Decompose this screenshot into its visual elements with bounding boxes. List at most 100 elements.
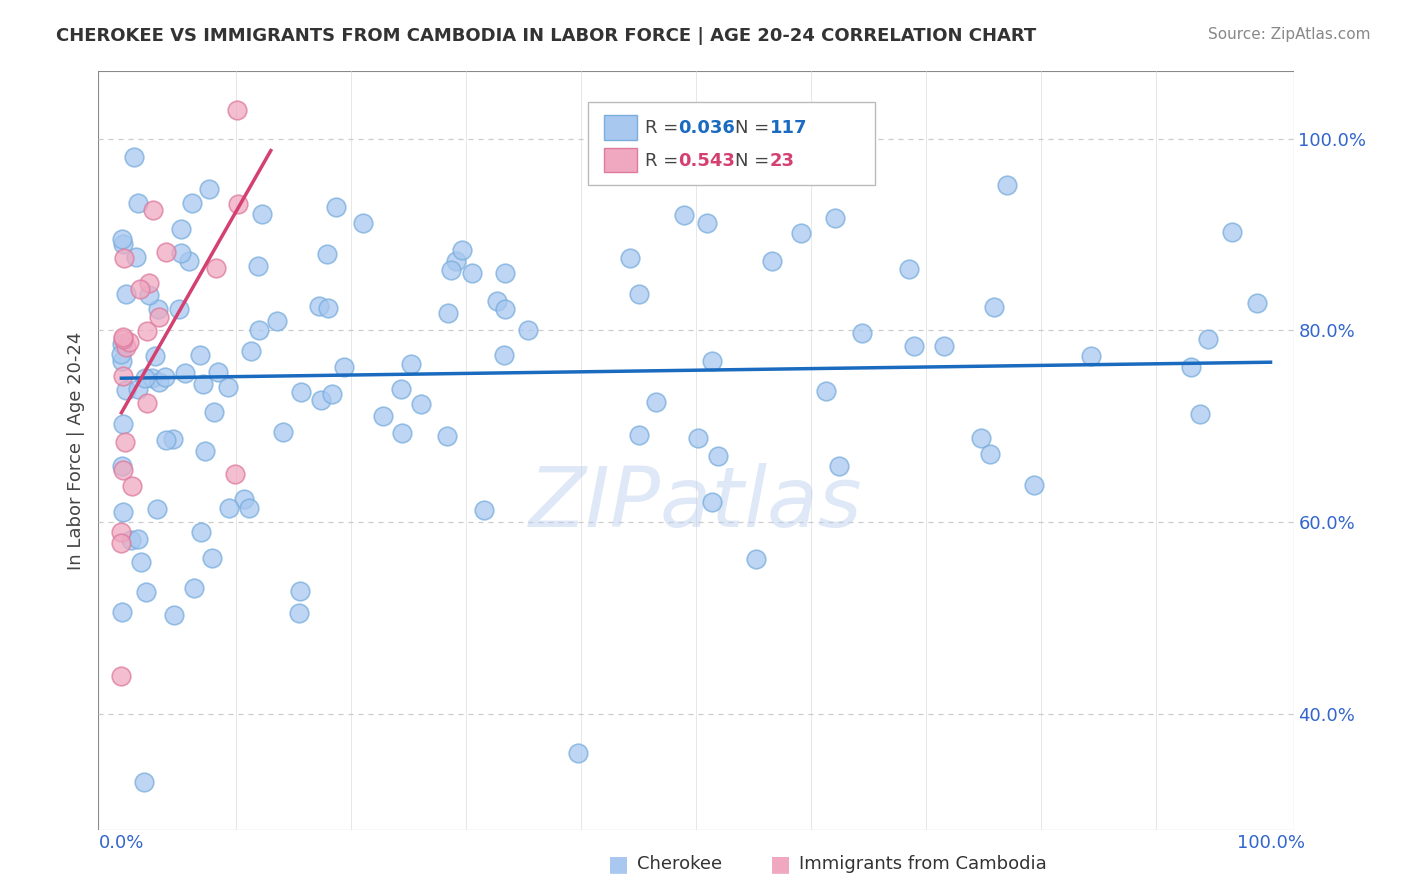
Point bbox=[761, 253, 783, 268]
Point bbox=[1246, 295, 1268, 310]
Point bbox=[436, 428, 458, 442]
Point bbox=[898, 262, 921, 277]
Point bbox=[686, 431, 709, 445]
Point bbox=[118, 334, 141, 349]
Point bbox=[153, 370, 176, 384]
Point bbox=[790, 226, 813, 240]
Point bbox=[136, 324, 159, 338]
Point bbox=[224, 467, 246, 482]
Point bbox=[903, 339, 925, 353]
Point bbox=[183, 581, 205, 595]
Point bbox=[287, 606, 309, 620]
Point bbox=[155, 434, 177, 448]
Point bbox=[202, 405, 225, 419]
Point bbox=[247, 259, 270, 273]
Point bbox=[167, 302, 190, 317]
Point bbox=[333, 360, 356, 375]
Point bbox=[127, 532, 149, 546]
Point bbox=[325, 200, 347, 214]
Point bbox=[110, 536, 132, 550]
Point bbox=[177, 254, 200, 268]
Point bbox=[516, 323, 538, 337]
Point bbox=[485, 294, 508, 309]
Point bbox=[995, 178, 1018, 193]
Point bbox=[142, 202, 165, 217]
Point bbox=[121, 479, 143, 493]
Point bbox=[815, 384, 838, 398]
Point bbox=[112, 251, 135, 265]
Text: 23: 23 bbox=[770, 152, 794, 169]
Point bbox=[127, 195, 149, 210]
Point bbox=[111, 337, 134, 351]
Point bbox=[155, 244, 177, 259]
Point bbox=[201, 550, 224, 565]
Point bbox=[131, 555, 153, 569]
Point bbox=[111, 330, 134, 344]
Point bbox=[134, 774, 156, 789]
Point bbox=[1080, 350, 1102, 364]
Point bbox=[114, 434, 136, 449]
Point bbox=[174, 366, 197, 380]
Point bbox=[114, 384, 136, 398]
Point bbox=[114, 340, 136, 354]
Point bbox=[1024, 478, 1046, 492]
Point bbox=[702, 495, 724, 509]
Point bbox=[110, 232, 132, 246]
Point bbox=[371, 409, 394, 423]
Point bbox=[125, 250, 148, 264]
Text: ■: ■ bbox=[770, 855, 790, 874]
Point bbox=[233, 492, 256, 507]
Point bbox=[745, 551, 768, 566]
FancyBboxPatch shape bbox=[589, 102, 876, 186]
Point bbox=[112, 462, 135, 476]
Point bbox=[194, 444, 217, 458]
Point bbox=[628, 286, 651, 301]
Point bbox=[494, 348, 516, 362]
Point bbox=[851, 326, 873, 341]
Text: 0.543: 0.543 bbox=[678, 152, 735, 169]
Point bbox=[934, 339, 956, 353]
Point bbox=[169, 222, 191, 236]
Text: 117: 117 bbox=[770, 120, 807, 137]
Point bbox=[122, 150, 145, 164]
Text: Cherokee: Cherokee bbox=[637, 855, 723, 873]
Text: 0.036: 0.036 bbox=[678, 120, 735, 137]
Point bbox=[136, 395, 159, 409]
Text: ZIPatlas: ZIPatlas bbox=[529, 463, 863, 544]
Point bbox=[290, 384, 312, 399]
Point bbox=[389, 382, 412, 396]
Point bbox=[495, 266, 517, 280]
Point bbox=[696, 216, 718, 230]
Point bbox=[163, 608, 186, 623]
Point bbox=[111, 237, 134, 252]
Point bbox=[266, 314, 288, 328]
Point bbox=[226, 197, 249, 211]
Point bbox=[120, 533, 142, 547]
Point bbox=[240, 344, 263, 359]
Point bbox=[567, 746, 589, 760]
Point bbox=[129, 281, 152, 295]
Point bbox=[110, 669, 132, 683]
Point bbox=[135, 585, 157, 599]
Text: N =: N = bbox=[735, 152, 775, 169]
Point bbox=[250, 206, 273, 220]
Point bbox=[188, 348, 211, 362]
Point bbox=[628, 428, 651, 442]
Point bbox=[1197, 332, 1219, 346]
Text: N =: N = bbox=[735, 120, 775, 137]
Point bbox=[238, 501, 260, 516]
Point bbox=[440, 263, 463, 277]
Text: R =: R = bbox=[644, 120, 683, 137]
Point bbox=[162, 432, 184, 446]
Point bbox=[673, 208, 696, 222]
Point bbox=[1189, 407, 1212, 421]
Y-axis label: In Labor Force | Age 20-24: In Labor Force | Age 20-24 bbox=[66, 331, 84, 570]
Point bbox=[112, 368, 135, 383]
Point bbox=[110, 347, 132, 361]
Point bbox=[444, 254, 467, 268]
Point bbox=[983, 300, 1005, 314]
Text: ■: ■ bbox=[609, 855, 628, 874]
Point bbox=[207, 365, 229, 379]
Point bbox=[217, 380, 239, 394]
Point bbox=[111, 417, 134, 431]
